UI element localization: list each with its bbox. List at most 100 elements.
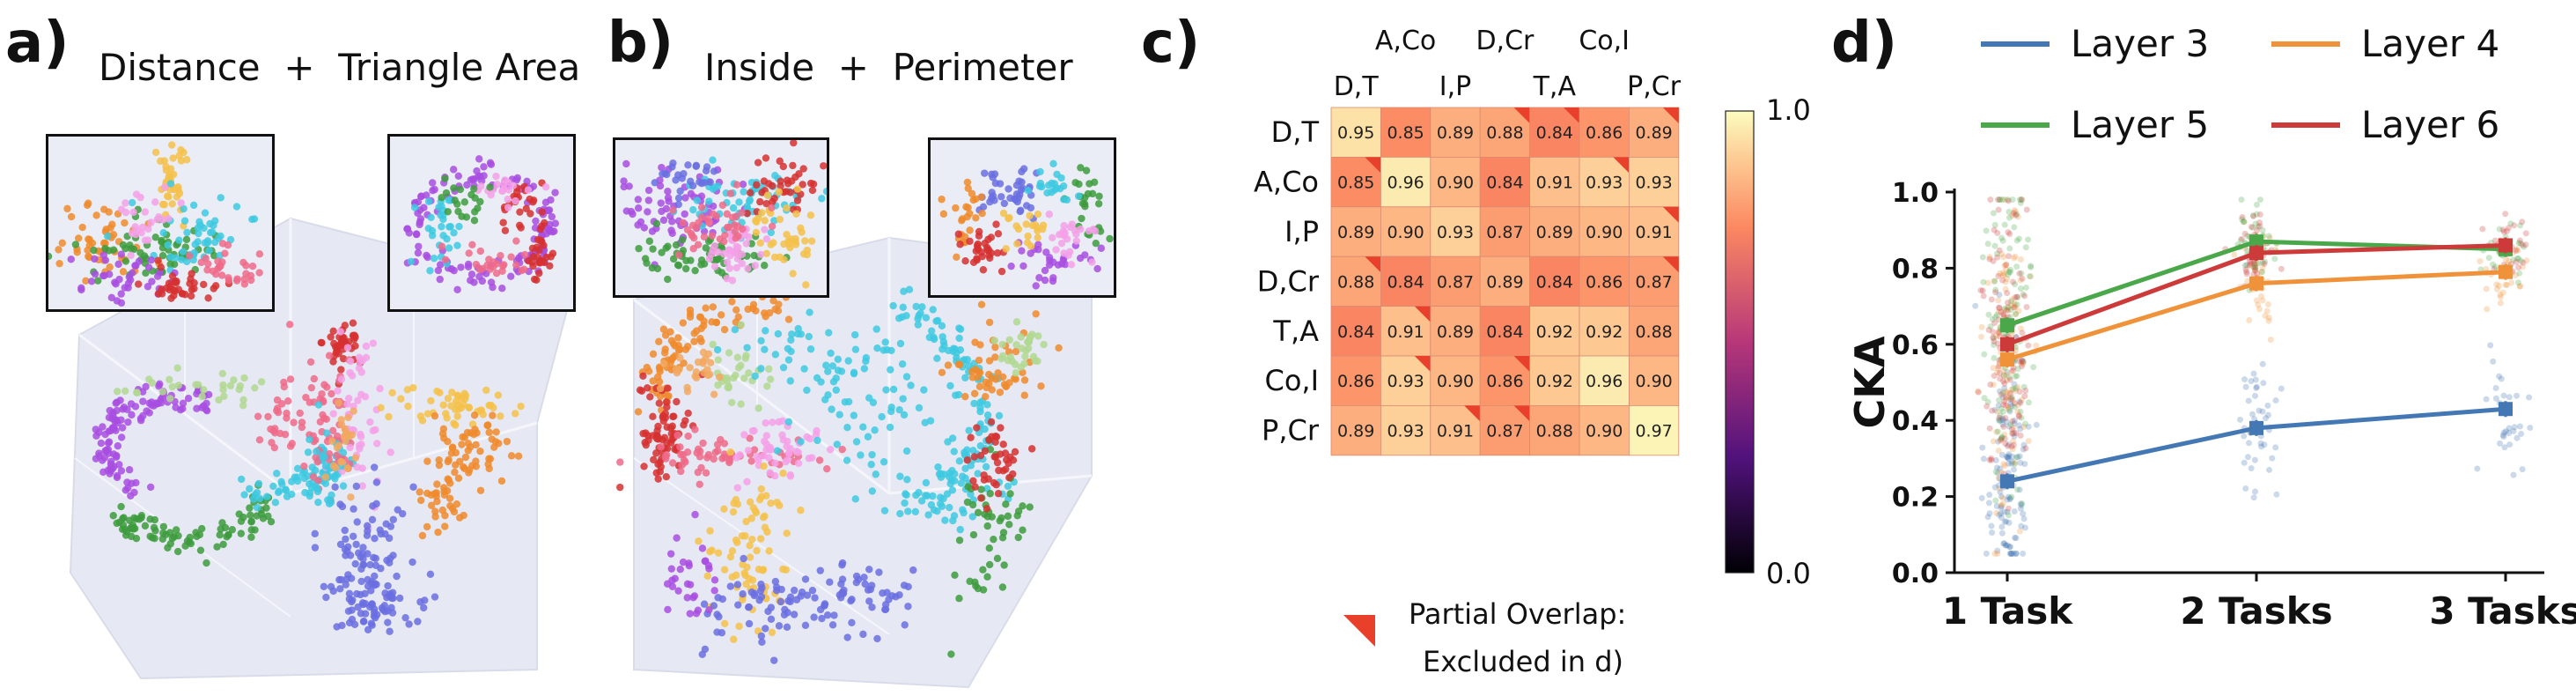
sample-point (2511, 222, 2518, 229)
inset-point (1019, 262, 1027, 270)
scatter-point (992, 481, 1000, 489)
sample-point (2000, 372, 2007, 379)
scatter-point (684, 432, 692, 441)
scatter-point (871, 426, 879, 434)
scatter-point (663, 403, 671, 411)
inset-point (492, 270, 501, 278)
scatter-point (778, 431, 786, 440)
scatter-point (770, 656, 778, 664)
sample-point (2527, 425, 2534, 432)
scatter-point (1017, 333, 1025, 341)
scatter-point (696, 313, 705, 322)
scatter-point (680, 456, 688, 464)
sample-point (2500, 392, 2507, 399)
sample-point (2010, 425, 2017, 432)
inset-point (169, 154, 177, 162)
heatmap-value: 0.86 (1586, 272, 1623, 292)
scatter-point (237, 517, 246, 525)
inset-point (167, 141, 176, 149)
inset-point (173, 278, 180, 285)
scatter-point (896, 339, 905, 348)
scatter-point (325, 352, 334, 359)
inset-point (762, 200, 770, 208)
scatter-point (485, 401, 493, 410)
scatter-point (830, 611, 838, 619)
scatter-point (641, 439, 649, 447)
scatter-point (762, 492, 770, 500)
scatter-point (975, 382, 984, 390)
scatter-point (834, 367, 843, 374)
sample-point (2271, 255, 2278, 263)
scatter-point (666, 424, 675, 433)
scatter-point (816, 566, 824, 574)
scatter-point (953, 353, 960, 362)
sample-point (1990, 334, 1997, 341)
scatter-point (117, 502, 125, 511)
scatter-point (990, 337, 999, 344)
scatter-point (771, 459, 779, 467)
sample-point (2258, 443, 2265, 450)
inset-point (1045, 181, 1053, 189)
scatter-point (949, 516, 957, 525)
sample-point (2266, 234, 2273, 241)
scatter-point (944, 361, 953, 369)
sample-point (1983, 227, 1990, 234)
scatter-point (873, 634, 881, 643)
scatter-point (723, 377, 732, 385)
inset-point (416, 215, 425, 223)
inset-point (210, 221, 217, 230)
scatter-point (416, 488, 423, 496)
inset-point (188, 285, 196, 293)
scatter-point (741, 354, 749, 362)
scatter-point (783, 529, 791, 537)
scatter-point (762, 418, 769, 427)
sample-point (2016, 398, 2023, 405)
heatmap-value: 0.89 (1337, 422, 1374, 441)
scatter-point (419, 603, 428, 612)
scatter-point (202, 559, 210, 567)
panel-c-letter: c) (1141, 11, 1201, 76)
scatter-point (759, 514, 768, 522)
inset-point (683, 226, 692, 233)
scatter-point (691, 426, 699, 433)
sample-point (2007, 401, 2014, 408)
sample-point (2257, 440, 2264, 447)
scatter-point (381, 529, 389, 538)
sample-point (1998, 501, 2005, 508)
scatter-point (932, 317, 940, 325)
scatter-point (720, 325, 729, 334)
inset-point (770, 217, 778, 225)
inset-point (464, 260, 473, 269)
scatter-point (369, 502, 377, 510)
inset-point (745, 233, 753, 241)
series-marker (2499, 402, 2513, 417)
inset-point (119, 268, 128, 276)
scatter-point (676, 443, 684, 451)
scatter-point (760, 462, 768, 470)
heatmap-cell (1579, 107, 1630, 158)
scatter-point (955, 457, 964, 465)
sample-point (1986, 492, 1993, 499)
scatter-point (416, 496, 425, 505)
scatter-point (283, 397, 292, 405)
sample-point (2020, 360, 2027, 367)
inset-point (640, 224, 649, 232)
sample-point (2020, 383, 2028, 390)
sample-point (2020, 358, 2028, 365)
sample-point (2273, 491, 2280, 498)
heatmap-cell (1430, 107, 1481, 158)
scatter-point (168, 382, 177, 391)
inset-point (1060, 196, 1068, 204)
inset-point (979, 203, 988, 211)
scatter-point (901, 499, 909, 507)
scatter-point (137, 417, 145, 425)
heatmap-value: 0.96 (1387, 174, 1424, 193)
inset-point (780, 240, 788, 248)
inset-point (664, 187, 672, 196)
sample-point (1999, 277, 2006, 284)
inset-point (504, 204, 512, 211)
scatter-point (730, 635, 738, 643)
sample-point (1999, 408, 2006, 415)
sample-point (2503, 281, 2510, 288)
heatmap-value: 0.84 (1536, 272, 1573, 292)
